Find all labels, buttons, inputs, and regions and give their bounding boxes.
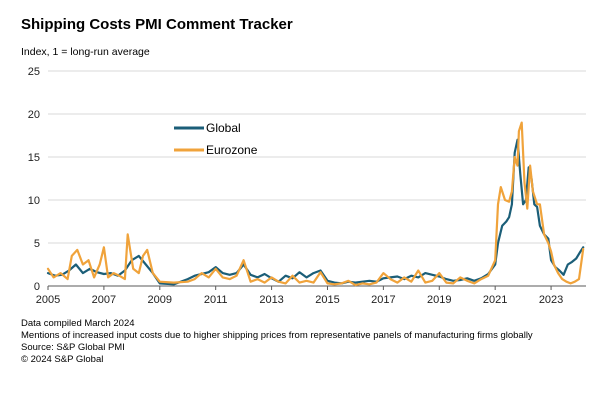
- x-tick-label-2017: 2017: [371, 294, 395, 306]
- y-axis-label: Index, 1 = long-run average: [21, 46, 150, 58]
- x-tick-label-2013: 2013: [259, 294, 283, 306]
- legend-label-eurozone: Eurozone: [206, 143, 258, 157]
- y-tick-label-20: 20: [28, 109, 40, 121]
- y-tick-label-5: 5: [34, 238, 40, 250]
- footnote-copyright: © 2024 S&P Global: [21, 354, 104, 365]
- footnote-source: Source: S&P Global PMI: [21, 342, 125, 353]
- chart-title: Shipping Costs PMI Comment Tracker: [21, 16, 293, 33]
- x-tick-label-2007: 2007: [92, 294, 116, 306]
- y-tick-label-25: 25: [28, 66, 40, 78]
- series-line-eurozone: [46, 121, 585, 287]
- series-line-global: [46, 138, 585, 286]
- x-tick-label-2015: 2015: [315, 294, 339, 306]
- x-tick-label-2005: 2005: [36, 294, 60, 306]
- legend-label-global: Global: [206, 121, 241, 135]
- x-tick-label-2011: 2011: [204, 294, 228, 306]
- y-tick-label-10: 10: [28, 195, 40, 207]
- x-tick-label-2021: 2021: [483, 294, 507, 306]
- x-tick-label-2023: 2023: [539, 294, 563, 306]
- y-tick-label-0: 0: [34, 281, 40, 293]
- y-tick-label-15: 15: [28, 152, 40, 164]
- x-tick-label-2019: 2019: [427, 294, 451, 306]
- footnote-description: Mentions of increased input costs due to…: [21, 330, 533, 341]
- footnote-compiled: Data compiled March 2024: [21, 318, 135, 329]
- x-tick-label-2009: 2009: [148, 294, 172, 306]
